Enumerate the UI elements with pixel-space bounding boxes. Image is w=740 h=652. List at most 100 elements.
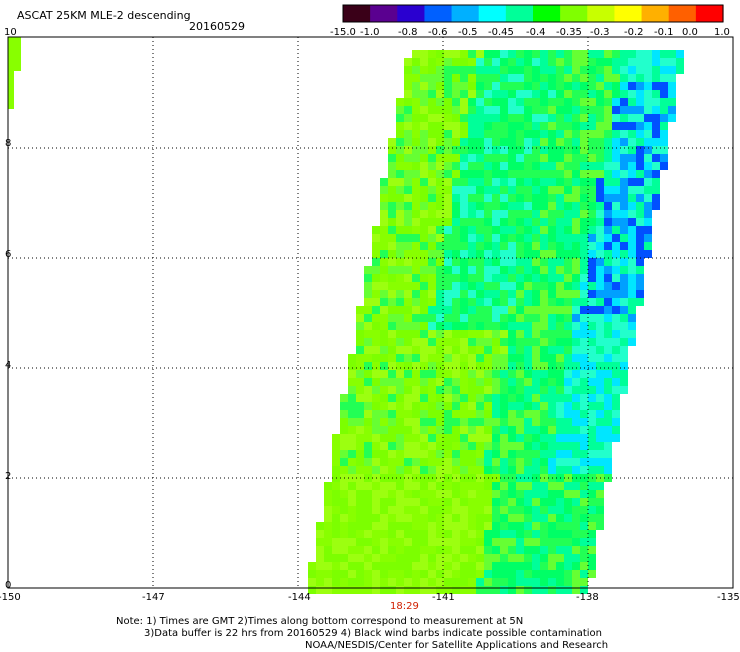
swath-cell [492, 490, 500, 498]
swath-cell [316, 522, 324, 530]
swath-cell [540, 450, 548, 458]
swath-cell [612, 426, 620, 434]
swath-cell [668, 74, 676, 82]
swath-cell [620, 362, 628, 370]
swath-cell [564, 218, 572, 226]
swath-cell [588, 146, 596, 154]
swath-cell [548, 354, 556, 362]
swath-cell [676, 58, 684, 66]
swath-cell [572, 386, 580, 394]
swath-cell [572, 482, 580, 490]
swath-cell [564, 546, 572, 554]
swath-cell [340, 434, 348, 442]
swath-cell [508, 314, 516, 322]
swath-cell [556, 138, 564, 146]
swath-cell [404, 242, 412, 250]
swath-cell [532, 66, 540, 74]
swath-cell [420, 218, 428, 226]
swath-cell [548, 418, 556, 426]
swath-cell [332, 434, 340, 442]
swath-cell [476, 562, 484, 570]
swath-cell [452, 266, 460, 274]
x-tick-label-150: -150 [0, 592, 21, 603]
swath-cell [372, 498, 380, 506]
swath-cell [532, 338, 540, 346]
swath-cell [476, 466, 484, 474]
swath-cell [428, 74, 436, 82]
swath-cell [452, 250, 460, 258]
swath-cell [468, 426, 476, 434]
swath-cell [332, 522, 340, 530]
swath-cell [572, 370, 580, 378]
swath-cell [516, 306, 524, 314]
swath-cell [524, 586, 532, 594]
swath-cell [412, 530, 420, 538]
swath-cell [476, 570, 484, 578]
swath-cell [644, 122, 652, 130]
swath-cell [508, 250, 516, 258]
swath-cell [516, 498, 524, 506]
swath-cell [572, 258, 580, 266]
swath-cell [476, 202, 484, 210]
swath-cell [508, 442, 516, 450]
swath-cell [652, 202, 660, 210]
swath-cell [388, 418, 396, 426]
swath-cell [548, 154, 556, 162]
swath-cell [380, 530, 388, 538]
swath-cell [500, 442, 508, 450]
swath-cell [628, 274, 636, 282]
swath-cell [564, 290, 572, 298]
swath-cell [420, 554, 428, 562]
swath-cell [396, 146, 404, 154]
swath-cell [644, 114, 652, 122]
swath-cell [468, 458, 476, 466]
swath-cell [444, 250, 452, 258]
swath-cell [420, 258, 428, 266]
swath-cell [548, 442, 556, 450]
swath-cell [516, 90, 524, 98]
swath-cell [452, 578, 460, 586]
swath-cell [388, 322, 396, 330]
swath-cell [428, 482, 436, 490]
swath-cell [420, 170, 428, 178]
swath-cell [484, 506, 492, 514]
swath-cell [476, 146, 484, 154]
swath-cell [508, 370, 516, 378]
swath-cell [628, 170, 636, 178]
swath-cell [588, 162, 596, 170]
swath-cell [580, 82, 588, 90]
swath-cell [516, 210, 524, 218]
swath-cell [380, 394, 388, 402]
swath-cell [476, 338, 484, 346]
swath-cell [324, 506, 332, 514]
swath-cell [652, 106, 660, 114]
swath-cell [548, 458, 556, 466]
swath-cell [540, 194, 548, 202]
swath-cell [508, 354, 516, 362]
swath-cell [572, 418, 580, 426]
swath-cell [556, 218, 564, 226]
swath-cell [460, 562, 468, 570]
swath-cell [356, 418, 364, 426]
swath-cell [596, 322, 604, 330]
swath-cell [548, 170, 556, 178]
swath-cell [444, 514, 452, 522]
swath-cell [620, 378, 628, 386]
swath-cell [420, 514, 428, 522]
swath-cell [404, 562, 412, 570]
swath-cell [596, 146, 604, 154]
swath-cell [436, 434, 444, 442]
swath-cell [580, 218, 588, 226]
swath-cell [564, 354, 572, 362]
swath-cell [460, 66, 468, 74]
swath-cell [340, 442, 348, 450]
swath-cell [396, 354, 404, 362]
swath-cell [564, 338, 572, 346]
swath-cell [548, 162, 556, 170]
swath-cell [388, 570, 396, 578]
swath-cell [356, 330, 364, 338]
swath-cell [412, 578, 420, 586]
swath-cell [580, 354, 588, 362]
swath-cell [364, 354, 372, 362]
swath-cell [380, 402, 388, 410]
